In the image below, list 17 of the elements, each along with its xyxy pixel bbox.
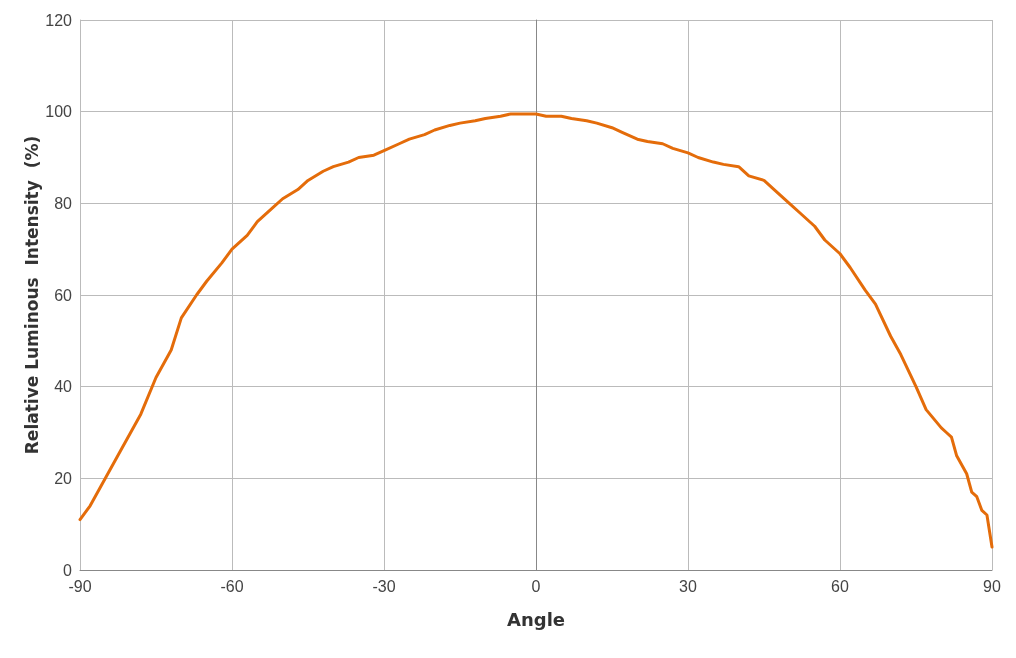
y-tick-label: 80	[54, 194, 73, 212]
x-tick-label: -90	[68, 577, 92, 595]
x-tick-label: 90	[983, 577, 1001, 595]
x-axis-title: Angle	[506, 608, 566, 630]
y-tick-label: 40	[54, 378, 73, 396]
line-series	[78, 112, 994, 549]
x-tick-label: 30	[679, 577, 697, 595]
y-tick-label: 0	[63, 561, 73, 579]
x-tick-label: 0	[531, 577, 541, 595]
y-tick-label: 100	[45, 103, 73, 121]
y-tick-label: 120	[45, 11, 73, 29]
y-tick-label: 20	[54, 469, 73, 487]
x-tick-label: -60	[220, 577, 244, 595]
x-tick-label: -30	[372, 577, 396, 595]
y-tick-label: 60	[54, 286, 73, 304]
x-tick-label: 60	[831, 577, 849, 595]
y-axis-title: Relative Luminous Intensity (%)	[21, 135, 42, 455]
